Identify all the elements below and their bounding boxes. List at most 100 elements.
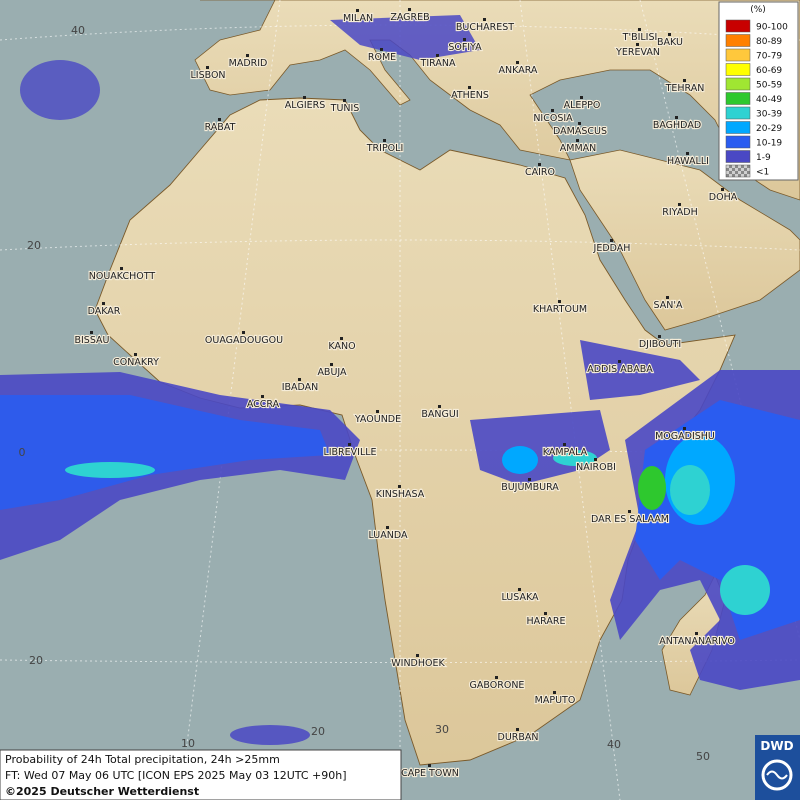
- city-marker: [686, 152, 689, 155]
- city-marker: [563, 443, 566, 446]
- city-label: DAR ES SALAAM: [591, 514, 669, 525]
- city-label: WINDHOEK: [391, 658, 445, 669]
- city-marker: [468, 86, 471, 89]
- city-label: LUSAKA: [501, 592, 539, 603]
- city-label: MILAN: [343, 13, 373, 24]
- legend-swatch: [725, 135, 751, 149]
- city-marker: [246, 54, 249, 57]
- city-label: MOGADISHU: [655, 431, 715, 442]
- city-marker: [610, 239, 613, 242]
- legend-swatch: [725, 150, 751, 163]
- city-label: BUJUMBURA: [501, 482, 559, 493]
- city-label: DJIBOUTI: [639, 339, 681, 350]
- city-label: BUCHAREST: [456, 22, 514, 33]
- city-label: DOHA: [709, 192, 738, 203]
- city-label: KHARTOUM: [533, 304, 587, 315]
- city-label: LISBON: [190, 70, 225, 81]
- africa: [94, 97, 736, 766]
- legend-swatch: [725, 19, 751, 33]
- logo-text: DWD: [760, 739, 793, 753]
- city-marker: [518, 588, 521, 591]
- city-marker: [578, 122, 581, 125]
- city-label: TEHRAN: [665, 83, 705, 94]
- info-line: FT: Wed 07 May 06 UTC [ICON EPS 2025 May…: [5, 769, 347, 782]
- city-label: ATHENS: [451, 90, 489, 101]
- city-marker: [638, 28, 641, 31]
- legend-swatch: [725, 34, 751, 47]
- city-marker: [576, 139, 579, 142]
- copyright: ©2025 Deutscher Wetterdienst: [5, 785, 199, 798]
- city-label: ALGIERS: [285, 100, 326, 111]
- city-label: MAPUTO: [535, 695, 576, 706]
- city-label: NICOSIA: [533, 113, 573, 124]
- city-label: CAPE TOWN: [401, 768, 459, 779]
- city-label: TUNIS: [330, 103, 360, 114]
- city-label: DAMASCUS: [553, 126, 607, 137]
- city-marker: [538, 163, 541, 166]
- city-label: T'BILISI: [622, 32, 658, 43]
- city-marker: [678, 203, 681, 206]
- city-label: CAIRO: [525, 167, 555, 178]
- latitude-label: 0: [19, 446, 26, 459]
- latitude-label: 20: [29, 654, 43, 667]
- legend: (%) 90-100 80-89 70-79 60-69 50-59 40-49 30-39…: [718, 1, 799, 181]
- city-label: BISSAU: [74, 335, 109, 346]
- city-marker: [618, 360, 621, 363]
- city-label: HARARE: [527, 616, 566, 627]
- city-marker: [383, 139, 386, 142]
- city-marker: [343, 99, 346, 102]
- legend-label: 30-39: [756, 110, 782, 120]
- city-marker: [356, 9, 359, 12]
- land-north: [194, 0, 800, 201]
- city-marker: [340, 337, 343, 340]
- longitude-label: 10: [181, 737, 195, 750]
- city-marker: [102, 302, 105, 305]
- city-marker: [90, 331, 93, 334]
- legend-swatch: [725, 48, 751, 62]
- logo-swirl: [761, 759, 793, 791]
- city-marker: [376, 410, 379, 413]
- city-marker: [416, 654, 419, 657]
- city-marker: [516, 728, 519, 731]
- city-label: SOFIYA: [448, 42, 482, 53]
- city-label: ADDIS ABABA: [587, 364, 653, 375]
- city-label: BAKU: [657, 37, 683, 48]
- city-label: LUANDA: [368, 530, 408, 541]
- city-label: ANTANANARIVO: [659, 636, 735, 647]
- city-marker: [436, 54, 439, 57]
- city-marker: [553, 691, 556, 694]
- city-marker: [551, 109, 554, 112]
- longitude-label: 50: [696, 750, 710, 763]
- city-label: BAGHDAD: [653, 120, 701, 131]
- city-marker: [348, 443, 351, 446]
- city-label: HAWALLI: [667, 156, 709, 167]
- legend-label: <1: [756, 168, 769, 178]
- city-marker: [218, 118, 221, 121]
- legend-swatch: [725, 106, 751, 120]
- dwd-logo: DWD: [755, 735, 800, 800]
- longitude-label: 30: [435, 723, 449, 736]
- city-marker: [658, 335, 661, 338]
- legend-swatch: [725, 92, 751, 105]
- longitude-label: 20: [311, 725, 325, 738]
- city-marker: [495, 676, 498, 679]
- city-marker: [594, 458, 597, 461]
- city-label: JEDDAH: [593, 243, 631, 254]
- arabia: [569, 149, 800, 331]
- legend-title: (%): [750, 5, 766, 15]
- legend-swatch: [725, 164, 751, 178]
- city-label: DAKAR: [88, 306, 121, 317]
- city-label: GABORONE: [470, 680, 525, 691]
- city-marker: [483, 18, 486, 21]
- city-marker: [428, 764, 431, 767]
- city-marker: [261, 395, 264, 398]
- longitude-label: 40: [607, 738, 621, 751]
- city-label: KANO: [328, 341, 355, 352]
- latitude-label: 20: [27, 239, 41, 252]
- info-line: Probability of 24h Total precipitation, …: [5, 753, 280, 766]
- city-label: ANKARA: [499, 65, 538, 76]
- city-marker: [298, 378, 301, 381]
- city-marker: [683, 427, 686, 430]
- city-marker: [721, 188, 724, 191]
